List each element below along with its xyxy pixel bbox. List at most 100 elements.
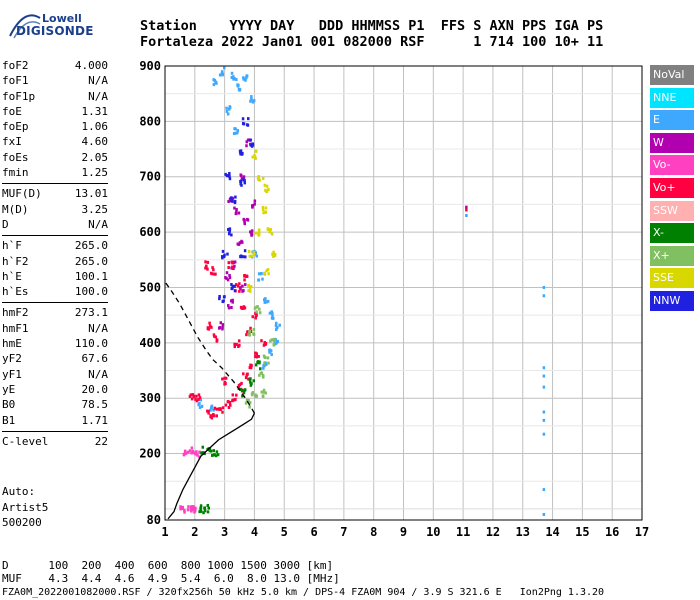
data-point [250, 254, 254, 258]
data-point [272, 343, 276, 347]
data-point [248, 286, 252, 290]
data-point [213, 406, 217, 410]
data-point [223, 382, 226, 386]
legend-item: X+ [650, 245, 694, 266]
data-point [190, 446, 194, 450]
data-point [250, 95, 253, 99]
data-point [206, 260, 210, 264]
data-point [190, 451, 193, 455]
data-point [261, 394, 265, 398]
param-row: yF1 N/A [2, 367, 108, 382]
data-point [198, 450, 201, 454]
param-row: foF1p N/A [2, 89, 108, 104]
data-point [465, 205, 468, 209]
data-point [250, 98, 253, 102]
data-point [266, 299, 270, 303]
param-label: h`F [2, 239, 22, 253]
data-point [251, 155, 254, 159]
data-point [255, 310, 258, 314]
param-row: hmF2 273.1 [2, 305, 108, 320]
data-point [270, 232, 274, 236]
data-point [249, 230, 252, 234]
data-point [233, 127, 236, 131]
data-point [218, 294, 221, 298]
data-point [240, 152, 244, 156]
data-point [179, 507, 182, 511]
data-point [195, 399, 199, 403]
param-value: 265.0 [74, 254, 108, 268]
direction-legend: NoVal NNE E W Vo- Vo+ SSW X- X+ SSE NNW [650, 65, 694, 314]
station-header: Station YYYY DAY DDD HHMMSS P1 FFS S AXN… [140, 18, 603, 50]
x-tick-label: 1 [161, 525, 168, 539]
data-point [230, 199, 234, 203]
data-point [199, 504, 203, 508]
profile-extrapolation [164, 281, 255, 414]
data-point [209, 449, 213, 453]
legend-item: SSE [650, 268, 694, 289]
data-point [252, 332, 256, 336]
data-point [249, 143, 253, 147]
param-value: N/A [88, 321, 108, 335]
data-point [244, 376, 248, 380]
param-row: foE 1.31 [2, 104, 108, 119]
data-point [275, 326, 279, 330]
data-point [261, 176, 265, 180]
data-point [239, 387, 242, 391]
data-point [244, 401, 248, 405]
data-point [254, 251, 258, 255]
x-tick-label: 3 [221, 525, 228, 539]
legend-item: NNE [650, 87, 694, 108]
param-row: B1 1.71 [2, 413, 108, 428]
param-row: h`F2 265.0 [2, 254, 108, 269]
data-point [251, 204, 255, 208]
data-point [266, 268, 270, 272]
data-point [213, 453, 216, 457]
x-tick-label: 6 [310, 525, 317, 539]
param-row: fmin 1.25 [2, 165, 108, 180]
data-point [219, 321, 223, 325]
data-point [239, 287, 242, 291]
param-value: 273.1 [74, 306, 108, 320]
data-point [218, 407, 221, 411]
data-point [235, 77, 238, 81]
data-point [227, 400, 230, 404]
data-point [265, 189, 269, 193]
data-point [221, 377, 224, 381]
data-point [239, 149, 243, 153]
param-row: yE 20.0 [2, 382, 108, 397]
data-point [234, 283, 238, 287]
data-point [256, 360, 260, 364]
data-point [261, 205, 265, 209]
data-point [231, 300, 234, 304]
data-point [211, 272, 214, 276]
data-point [262, 363, 265, 367]
data-point [206, 327, 210, 331]
data-point [209, 408, 212, 412]
data-point [542, 374, 546, 378]
data-point [212, 268, 215, 272]
data-point [232, 75, 235, 79]
data-point [221, 256, 224, 260]
data-point [265, 269, 268, 273]
data-point [228, 174, 231, 178]
data-point [275, 341, 278, 345]
param-label: h`F2 [2, 254, 29, 268]
data-point [243, 222, 247, 226]
data-point [181, 505, 185, 509]
data-point [201, 445, 205, 449]
data-point [244, 78, 247, 82]
data-point [209, 414, 212, 418]
param-label: D [2, 217, 9, 231]
data-point [247, 377, 250, 381]
auto-label: Auto: [2, 485, 36, 498]
data-point [224, 376, 228, 380]
data-point [263, 361, 266, 365]
x-tick-label: 15 [575, 525, 589, 539]
data-point [230, 305, 233, 309]
data-point [221, 249, 225, 253]
y-tick-label: 80 [147, 513, 161, 527]
data-point [246, 123, 250, 127]
data-point [243, 274, 246, 278]
data-point [257, 354, 260, 358]
param-label: yF2 [2, 352, 22, 366]
